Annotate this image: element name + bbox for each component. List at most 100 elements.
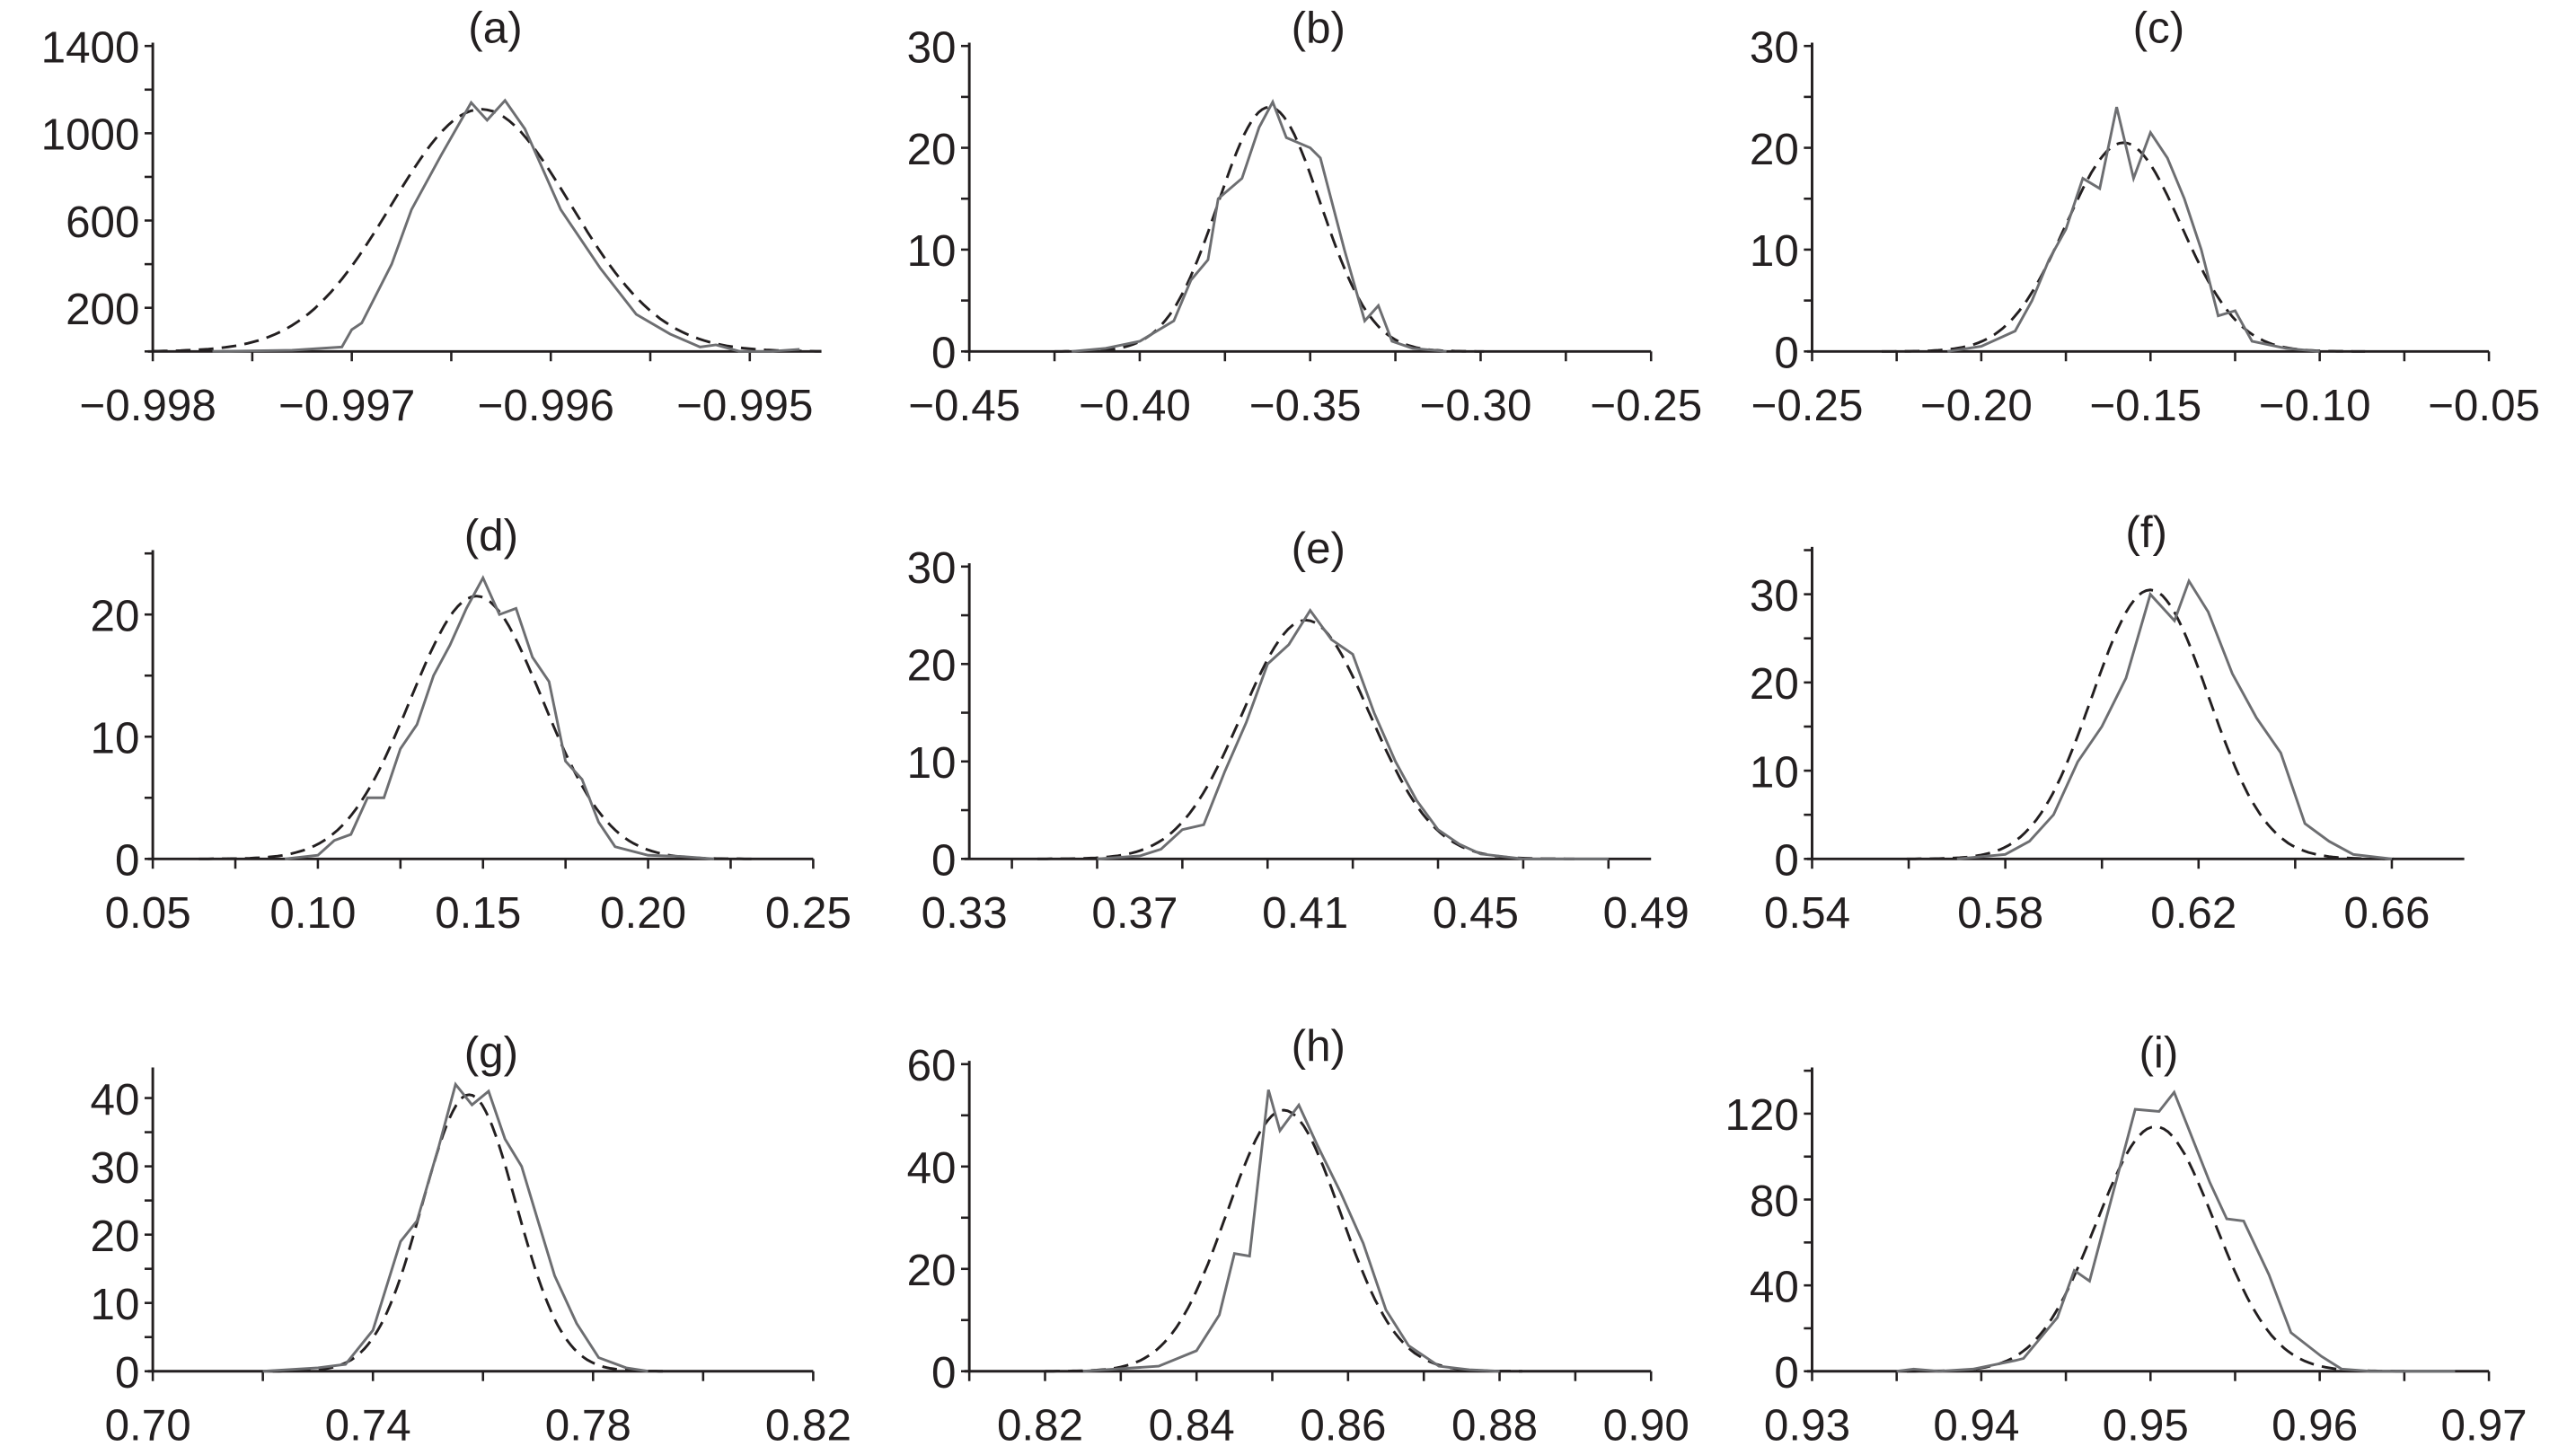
x-tick-label: −0.45: [908, 381, 1020, 430]
panel-c: (c) 0 10 20 30 −0.25 −0.20 −0.15 −0.10 −0.05: [1750, 4, 2540, 431]
x-tick-label: 0.49: [1603, 888, 1689, 938]
x-tick-label: 0.15: [435, 888, 521, 938]
y-tick-label: 0: [1774, 1348, 1798, 1398]
fitted-density-curve: [272, 1093, 666, 1373]
fitted-density-curve: [1882, 141, 2366, 353]
observed-histogram-line: [212, 98, 800, 353]
observed-histogram-line: [1082, 1089, 1500, 1373]
y-tick-label: 10: [907, 226, 957, 276]
y-tick-label: 30: [907, 543, 957, 593]
x-tick-label: −0.10: [2259, 381, 2371, 430]
y-tick-label: 0: [1774, 836, 1798, 886]
y-tick-label: 20: [1750, 659, 1799, 709]
fitted-density-curve: [198, 595, 754, 860]
x-tick-label: −0.995: [676, 381, 813, 430]
y-tick-label: 20: [907, 1246, 957, 1295]
panel-title: (h): [1292, 1021, 1345, 1071]
fitted-density-curve: [1906, 588, 2395, 860]
y-tick-label: 40: [91, 1075, 140, 1124]
y-tick-label: 30: [91, 1143, 140, 1193]
panel-title: (f): [2125, 507, 2167, 557]
y-tick-label: 0: [931, 836, 956, 886]
observed-histogram-line: [1956, 578, 2393, 860]
fitted-density-curve: [1037, 618, 1575, 860]
y-tick-label: 40: [907, 1143, 957, 1193]
y-tick-label: 1000: [41, 110, 140, 160]
y-tick-label: 600: [66, 198, 139, 247]
y-tick-label: 10: [1750, 226, 1799, 276]
y-tick-label: 120: [1725, 1090, 1798, 1140]
x-tick-label: 0.20: [600, 888, 686, 938]
y-tick-label: 30: [1750, 22, 1799, 72]
y-tick-label: 40: [1750, 1262, 1799, 1311]
observed-histogram-line: [1896, 1089, 2456, 1373]
fitted-density-curve: [1045, 1108, 1522, 1373]
x-tick-label: 0.54: [1764, 888, 1850, 938]
x-tick-label: −0.30: [1420, 381, 1532, 430]
x-tick-label: 0.94: [1933, 1401, 2019, 1451]
observed-histogram-line: [262, 1081, 648, 1373]
x-tick-label: −0.25: [1590, 381, 1702, 430]
panel-title: (c): [2133, 4, 2185, 53]
x-tick-label: 0.93: [1764, 1401, 1850, 1451]
x-tick-label: −0.20: [1920, 381, 2033, 430]
y-tick-label: 20: [91, 591, 140, 640]
y-tick-label: 0: [115, 1348, 139, 1398]
x-tick-label: 0.78: [545, 1401, 631, 1451]
x-tick-label: 0.82: [997, 1401, 1083, 1451]
x-tick-label: 0.37: [1091, 888, 1178, 938]
x-tick-label: 0.41: [1262, 888, 1348, 938]
y-tick-label: 10: [907, 738, 957, 788]
y-tick-label: 20: [907, 641, 957, 691]
panel-title: (i): [2139, 1027, 2178, 1077]
x-tick-label: 0.66: [2343, 888, 2430, 938]
observed-histogram-line: [285, 575, 715, 860]
x-tick-label: 0.90: [1603, 1401, 1689, 1451]
x-tick-label: −0.997: [278, 381, 415, 430]
x-tick-label: 0.10: [269, 888, 356, 938]
x-tick-label: 0.62: [2150, 888, 2236, 938]
x-tick-label: −0.40: [1079, 381, 1191, 430]
panel-b: (b) 0 10 20 30 −0.45 −0.40 −0.35 −0.30 −0.25: [907, 4, 1703, 431]
x-tick-label: 0.95: [2103, 1401, 2189, 1451]
x-tick-label: 0.97: [2441, 1401, 2527, 1451]
y-tick-label: 10: [91, 714, 140, 763]
x-tick-label: 0.88: [1451, 1401, 1538, 1451]
panel-a: (a) 200 600 1000 1400 −0.998 −0.997 −0.996 −0.99…: [41, 4, 822, 430]
y-tick-label: 200: [66, 285, 139, 334]
panel-h: (h) 0 20 40 60 0.82 0.84 0.86 0.88 0.90: [907, 1021, 1689, 1450]
panel-d: (d) 0 10 20 0.05 0.10 0.15 0.20 0.25: [91, 511, 851, 939]
y-tick-label: 30: [907, 22, 957, 72]
panel-g: (g) 0 10 20 30 40 0.70 0.74 0.78 0.82: [91, 1027, 851, 1450]
panel-title: (a): [468, 4, 522, 53]
y-tick-label: 0: [931, 1348, 956, 1398]
observed-histogram-line: [1097, 608, 1609, 860]
x-tick-label: 0.33: [922, 888, 1008, 938]
panel-title: (b): [1292, 4, 1345, 53]
panel-i: (i) 0 40 80 120 0.93 0.94 0.95 0.96 0.97: [1725, 1027, 2527, 1450]
fitted-density-curve: [1907, 1124, 2404, 1373]
y-tick-label: 10: [91, 1280, 140, 1329]
x-tick-label: 0.74: [325, 1401, 411, 1451]
y-tick-label: 60: [907, 1041, 957, 1090]
panel-f: (f) 0 10 20 30 0.54 0.58 0.62 0.66: [1750, 507, 2465, 938]
y-tick-label: 1400: [41, 22, 140, 72]
y-tick-label: 30: [1750, 571, 1799, 621]
x-tick-label: 0.25: [765, 888, 851, 938]
fitted-density-curve: [153, 108, 822, 353]
observed-histogram-line: [1071, 99, 1447, 353]
y-tick-label: 20: [91, 1212, 140, 1261]
y-tick-label: 0: [931, 329, 956, 378]
x-tick-label: −0.25: [1751, 381, 1864, 430]
x-tick-label: 0.82: [765, 1401, 851, 1451]
x-tick-label: 0.86: [1300, 1401, 1386, 1451]
y-tick-label: 80: [1750, 1177, 1799, 1226]
panel-e: (e) 0 10 20 30 0.33 0.37 0.41 0.45 0.49: [907, 524, 1689, 938]
fitted-density-curve: [1054, 105, 1485, 353]
x-tick-label: 0.84: [1149, 1401, 1235, 1451]
x-tick-label: 0.96: [2272, 1401, 2358, 1451]
y-tick-label: 20: [1750, 125, 1799, 174]
x-tick-label: 0.45: [1433, 888, 1519, 938]
x-tick-label: −0.998: [79, 381, 216, 430]
